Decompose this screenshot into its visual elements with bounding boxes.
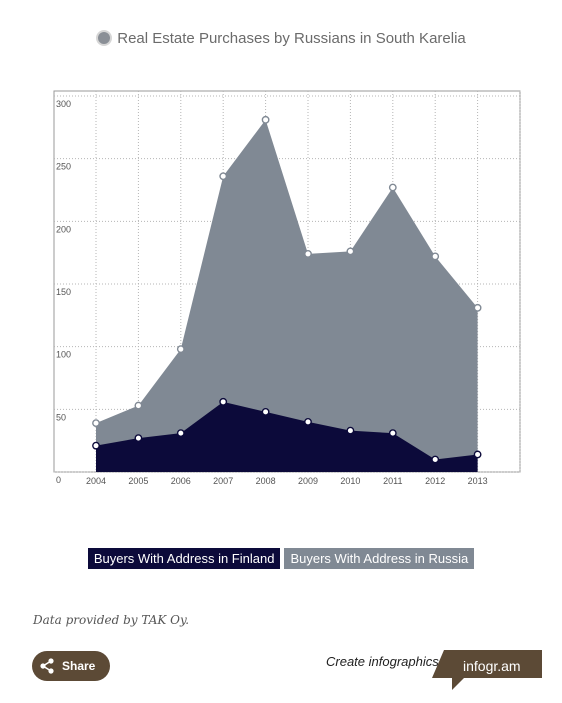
data-points bbox=[92, 115, 482, 464]
x-tick-label: 2013 bbox=[468, 476, 488, 486]
series-1-point bbox=[431, 252, 440, 261]
x-tick-label: 2010 bbox=[340, 476, 360, 486]
y-tick-label: 100 bbox=[56, 350, 71, 360]
grid-lines bbox=[54, 91, 521, 473]
series-1-point bbox=[304, 250, 312, 258]
x-tick-label: 2011 bbox=[383, 476, 402, 486]
x-axis-ticks: 2004 2005 2006 2007 2008 2009 2010 2011 2012 2013 bbox=[86, 476, 488, 486]
x-tick-label: 2005 bbox=[128, 476, 148, 486]
share-button[interactable]: Share bbox=[32, 651, 110, 681]
chart-title: Real Estate Purchases by Russians in Sou… bbox=[0, 30, 562, 47]
share-label: Share bbox=[62, 659, 96, 673]
series-1-point bbox=[176, 345, 185, 354]
series-0-point bbox=[431, 455, 440, 464]
series-1-point bbox=[388, 183, 397, 192]
series-0-point bbox=[304, 417, 312, 426]
chart-circle-icon bbox=[96, 30, 113, 46]
series-0-point bbox=[261, 407, 270, 416]
legend-item-russia[interactable]: Buyers With Address in Russia bbox=[284, 548, 475, 569]
brand-tag-shape bbox=[432, 650, 542, 690]
share-icon bbox=[40, 658, 54, 674]
series-0-point bbox=[134, 434, 143, 443]
series-0-point bbox=[92, 441, 100, 450]
brand-label: infogr.am bbox=[463, 658, 521, 674]
chart-title-text: Real Estate Purchases by Russians in Sou… bbox=[117, 30, 466, 47]
series-1-point bbox=[134, 401, 143, 410]
x-tick-label: 2008 bbox=[256, 476, 276, 486]
legend: Buyers With Address in Finland Buyers Wi… bbox=[0, 548, 562, 569]
y-tick-label: 150 bbox=[56, 287, 71, 297]
series-1-point bbox=[92, 419, 100, 428]
y-tick-label: 0 bbox=[56, 475, 61, 485]
series-1-point bbox=[346, 247, 355, 256]
legend-item-finland[interactable]: Buyers With Address in Finland bbox=[87, 548, 281, 569]
series-0-point bbox=[346, 426, 355, 435]
data-credit: Data provided by TAK Oy. bbox=[33, 613, 190, 627]
series-area-0 bbox=[96, 401, 478, 472]
x-tick-label: 2004 bbox=[86, 476, 106, 486]
area-series bbox=[96, 119, 478, 473]
series-1-point bbox=[261, 115, 270, 124]
series-0-point bbox=[219, 397, 228, 406]
series-1-point bbox=[473, 303, 482, 312]
infogram-brand-link[interactable]: infogr.am bbox=[432, 650, 542, 690]
series-area-1 bbox=[96, 119, 478, 473]
series-1-point bbox=[219, 172, 228, 181]
y-tick-label: 200 bbox=[56, 224, 71, 234]
series-0-point bbox=[473, 450, 482, 459]
x-tick-label: 2007 bbox=[213, 476, 233, 486]
series-0-point bbox=[388, 429, 397, 438]
y-tick-label: 300 bbox=[56, 99, 71, 109]
x-tick-label: 2006 bbox=[171, 476, 191, 486]
y-tick-label: 250 bbox=[56, 162, 71, 172]
x-tick-label: 2012 bbox=[425, 476, 445, 486]
y-tick-label: 50 bbox=[56, 412, 66, 422]
create-infographics-link[interactable]: Create infographics bbox=[326, 654, 439, 669]
y-axis-ticks: 0 50 100 150 200 250 300 bbox=[56, 99, 71, 485]
x-tick-label: 2009 bbox=[298, 476, 318, 486]
series-0-point bbox=[176, 429, 185, 438]
